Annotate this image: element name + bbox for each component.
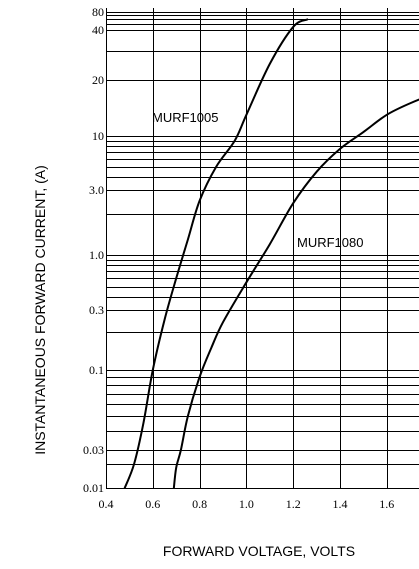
x-tick-label: 0.4 (99, 497, 114, 511)
y-tick-label: 40 (92, 23, 104, 37)
murf1005-curve (123, 18, 309, 489)
murf1080-label: MURF1080 (297, 235, 363, 250)
x-tick-label: 1.4 (333, 497, 348, 511)
grid (106, 8, 419, 489)
y-tick-label: 0.01 (83, 481, 104, 495)
y-tick-label: 1.0 (89, 248, 104, 262)
y-tick-label: 80 (92, 5, 104, 19)
y-tick-label: 0.1 (89, 363, 104, 377)
y-tick-label: 0.03 (83, 443, 104, 457)
curves (123, 18, 419, 489)
x-tick-label: 0.6 (145, 497, 160, 511)
y-tick-label: 3.0 (89, 183, 104, 197)
y-tick-label: 0.3 (89, 303, 104, 317)
tick-labels: 0.40.60.81.01.21.41.61.80.010.030.10.31.… (83, 5, 394, 511)
x-tick-label: 1.2 (286, 497, 301, 511)
murf1080-curve (172, 98, 419, 489)
series-labels: MURF1005 MURF1080 (152, 110, 363, 250)
murf1005-label: MURF1005 (152, 110, 218, 125)
y-tick-label: 10 (92, 129, 104, 143)
y-tick-label: 20 (92, 73, 104, 87)
y-axis-title: INSTANTANEOUS FORWARD CURRENT, (A) (32, 165, 48, 455)
x-tick-label: 1.0 (239, 497, 254, 511)
x-axis-title: FORWARD VOLTAGE, VOLTS (163, 543, 355, 559)
x-tick-label: 1.6 (379, 497, 394, 511)
x-tick-label: 0.8 (192, 497, 207, 511)
